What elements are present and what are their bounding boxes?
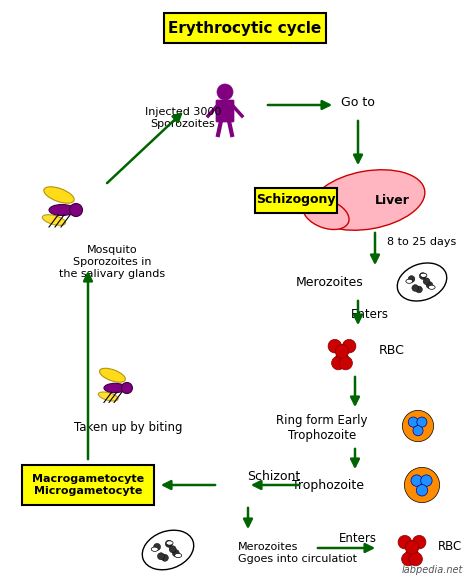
- Circle shape: [419, 273, 426, 280]
- Circle shape: [412, 536, 426, 549]
- Circle shape: [121, 383, 132, 394]
- Ellipse shape: [406, 279, 413, 283]
- Circle shape: [332, 356, 345, 370]
- Circle shape: [411, 475, 422, 486]
- Ellipse shape: [44, 187, 74, 203]
- Circle shape: [416, 485, 428, 496]
- Ellipse shape: [311, 170, 425, 230]
- Circle shape: [426, 281, 433, 288]
- Circle shape: [335, 345, 349, 358]
- Circle shape: [161, 554, 168, 561]
- Circle shape: [413, 426, 423, 436]
- Text: Macrogametocyte
Microgametocyte: Macrogametocyte Microgametocyte: [32, 474, 144, 496]
- Circle shape: [408, 276, 415, 283]
- Circle shape: [402, 411, 434, 442]
- Ellipse shape: [420, 273, 427, 277]
- Ellipse shape: [49, 204, 75, 215]
- FancyBboxPatch shape: [22, 465, 154, 505]
- Text: Taken up by biting: Taken up by biting: [74, 422, 182, 434]
- Ellipse shape: [100, 368, 125, 382]
- Circle shape: [339, 356, 352, 370]
- Circle shape: [412, 285, 419, 291]
- Text: Mosquito
Sporozoites in
the salivary glands: Mosquito Sporozoites in the salivary gla…: [59, 245, 165, 278]
- Text: Liver: Liver: [374, 193, 410, 207]
- Circle shape: [165, 540, 172, 547]
- Text: Enters: Enters: [339, 532, 377, 544]
- Text: RBC: RBC: [379, 343, 405, 357]
- Circle shape: [157, 553, 164, 560]
- Circle shape: [398, 536, 411, 549]
- Circle shape: [416, 286, 422, 293]
- Circle shape: [421, 475, 432, 486]
- Ellipse shape: [104, 383, 126, 393]
- Text: Erythrocytic cycle: Erythrocytic cycle: [168, 20, 322, 35]
- Circle shape: [401, 552, 415, 566]
- Text: Trophozoite: Trophozoite: [292, 478, 364, 492]
- Text: Schizont: Schizont: [247, 471, 301, 483]
- Ellipse shape: [98, 392, 118, 401]
- Ellipse shape: [174, 554, 182, 558]
- Ellipse shape: [142, 530, 194, 570]
- Circle shape: [417, 417, 427, 427]
- Circle shape: [217, 84, 233, 100]
- Ellipse shape: [166, 541, 173, 545]
- Ellipse shape: [151, 547, 158, 551]
- Circle shape: [423, 278, 430, 285]
- Ellipse shape: [42, 215, 66, 225]
- FancyBboxPatch shape: [216, 100, 234, 122]
- Text: Go to: Go to: [341, 97, 375, 109]
- Circle shape: [342, 339, 356, 353]
- Circle shape: [404, 467, 439, 503]
- Text: 8 to 25 days: 8 to 25 days: [387, 237, 456, 247]
- Text: Ring form Early
Trophozoite: Ring form Early Trophozoite: [276, 414, 368, 442]
- Ellipse shape: [428, 285, 435, 290]
- Circle shape: [409, 552, 422, 566]
- Text: Schizogony: Schizogony: [256, 193, 336, 207]
- Text: labpedia.net: labpedia.net: [401, 565, 463, 575]
- FancyBboxPatch shape: [164, 13, 326, 43]
- Circle shape: [154, 543, 161, 551]
- Text: Enters: Enters: [351, 307, 389, 321]
- Text: RBC: RBC: [438, 541, 462, 554]
- Circle shape: [335, 353, 349, 366]
- Circle shape: [405, 548, 419, 562]
- Circle shape: [408, 417, 419, 427]
- Text: Merozoites: Merozoites: [296, 276, 364, 288]
- Circle shape: [405, 541, 419, 554]
- Circle shape: [169, 546, 176, 553]
- Ellipse shape: [397, 263, 447, 301]
- Circle shape: [70, 203, 82, 217]
- Ellipse shape: [303, 199, 349, 229]
- Text: Injected 3000
Sporozoites: Injected 3000 Sporozoites: [145, 107, 221, 129]
- FancyBboxPatch shape: [255, 188, 337, 212]
- Circle shape: [328, 339, 342, 353]
- Circle shape: [172, 549, 179, 556]
- Text: Merozoites
Ggoes into circulatiot: Merozoites Ggoes into circulatiot: [238, 542, 357, 564]
